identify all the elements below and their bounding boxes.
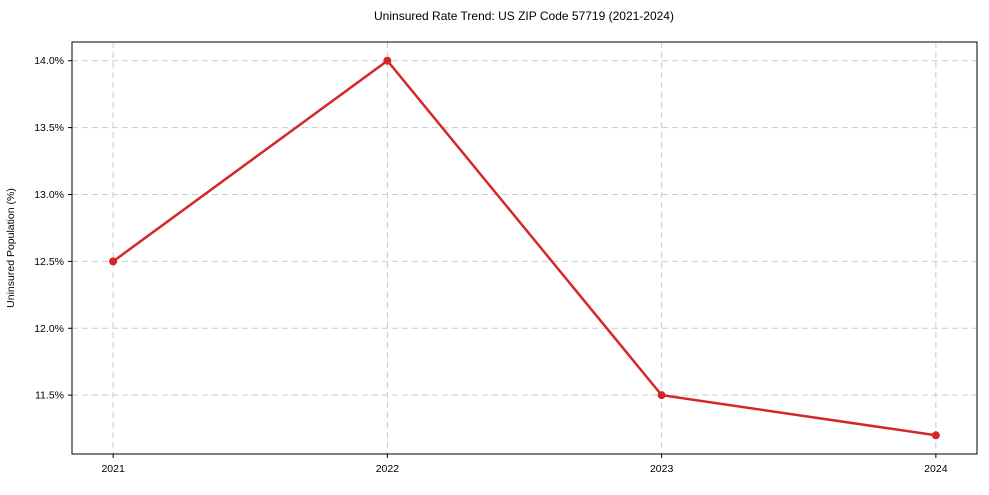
x-tick-label: 2022 (376, 463, 400, 475)
y-tick-label: 12.5% (34, 256, 64, 268)
data-point-marker (383, 56, 392, 65)
x-tick-label: 2023 (650, 463, 674, 475)
y-tick-label: 14.0% (34, 55, 64, 67)
x-tick-label: 2024 (924, 463, 948, 475)
tick-layer (68, 60, 937, 458)
y-tick-label: 13.0% (34, 189, 64, 201)
x-tick-label: 2021 (101, 463, 125, 475)
data-point-marker (931, 431, 940, 440)
data-point-marker (109, 257, 118, 266)
chart-title: Uninsured Rate Trend: US ZIP Code 57719 … (374, 9, 674, 23)
data-point-marker (657, 391, 666, 400)
tick-label-layer: 11.5% 12.0% 12.5% 13.0% 13.5% 14.0% 2021 2022 20… (34, 55, 947, 475)
y-tick-label: 12.0% (34, 323, 64, 335)
grid-layer (72, 42, 977, 454)
series-layer (109, 56, 940, 440)
y-axis-label: Uninsured Population (%) (5, 188, 17, 308)
plot-border (71, 41, 978, 455)
trend-line (111, 59, 938, 437)
y-tick-label: 13.5% (34, 122, 64, 134)
y-tick-label: 11.5% (35, 390, 64, 402)
